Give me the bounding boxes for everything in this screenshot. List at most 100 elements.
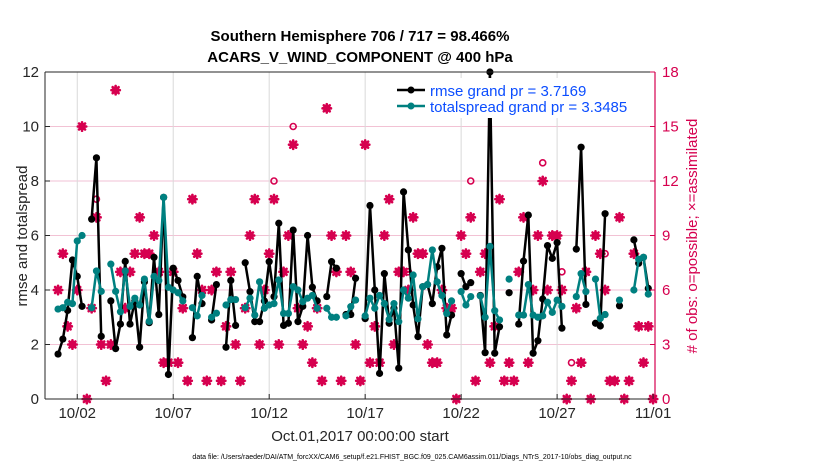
obs-assimilated-marker <box>66 339 78 350</box>
obs-assimilated-marker <box>378 230 390 241</box>
spread-point <box>366 294 374 302</box>
spread-point <box>160 193 168 201</box>
data-file-footer: data file: /Users/raeder/DAI/ATM_forcXX/… <box>192 454 632 461</box>
legend-box <box>392 78 654 118</box>
x-tick-label: 10/07 <box>154 405 192 422</box>
obs-assimilated-marker <box>637 357 649 369</box>
spread-point <box>462 301 470 309</box>
rmse-point <box>457 270 465 278</box>
spread-point <box>284 309 292 318</box>
obs-assimilated-marker <box>359 139 371 151</box>
rmse-point <box>558 324 566 332</box>
rmse-point <box>534 337 542 345</box>
spread-point <box>519 311 528 319</box>
obs-assimilated-marker <box>354 375 366 387</box>
rmse-point <box>443 331 451 339</box>
spread-point <box>404 294 412 302</box>
obs-assimilated-marker <box>302 320 314 332</box>
spread-point <box>270 300 278 308</box>
obs-assimilated-marker <box>383 193 395 205</box>
obs-assimilated-marker <box>422 339 434 350</box>
obs-assimilated-marker <box>210 266 222 278</box>
obs-assimilated-marker <box>95 339 107 350</box>
obs-assimilated-marker <box>369 320 381 332</box>
obs-assimilated-marker <box>431 357 443 369</box>
spread-point <box>481 313 489 321</box>
obs-assimilated-marker <box>76 121 88 132</box>
spread-point <box>491 307 499 315</box>
rmse-point <box>68 256 77 264</box>
spread-point <box>275 276 283 284</box>
obs-possible-marker <box>538 159 547 167</box>
obs-assimilated-marker <box>220 320 232 332</box>
obs-assimilated-marker <box>474 266 486 278</box>
obs-assimilated-marker <box>225 266 237 278</box>
obs-assimilated-marker <box>537 175 549 187</box>
x-tick-label: 11/01 <box>635 405 671 422</box>
spread-point <box>131 294 139 302</box>
rmse-point <box>323 292 331 301</box>
rmse-point <box>97 332 105 340</box>
rmse-point <box>59 335 67 343</box>
spread-point <box>241 304 249 312</box>
spread-point <box>198 291 206 300</box>
spread-point <box>136 301 144 309</box>
chart-title-line-1: Southern Hemisphere 706 / 717 = 98.466% <box>211 28 510 45</box>
y-tick-label: 8 <box>31 173 39 190</box>
obs-assimilated-marker <box>172 357 184 369</box>
spread-point <box>246 294 254 302</box>
rmse-point <box>126 320 134 328</box>
rmse-point <box>399 188 408 196</box>
obs-assimilated-marker <box>287 139 299 151</box>
rmse-point <box>519 257 528 265</box>
rmse-point <box>366 201 374 210</box>
y-right-tick-label: 15 <box>662 119 679 136</box>
obs-possible-marker <box>567 358 576 367</box>
legend-rmse-marker <box>407 86 415 94</box>
spread-point <box>371 304 379 312</box>
obs-assimilated-marker <box>613 211 625 223</box>
spread-point <box>596 314 604 322</box>
obs-assimilated-marker <box>230 339 242 350</box>
obs-assimilated-marker <box>306 357 318 369</box>
legend-spread-marker <box>407 102 415 110</box>
x-axis-label: Oct.01,2017 00:00:00 start <box>271 428 449 445</box>
spread-point <box>208 313 216 321</box>
obs-assimilated-marker <box>518 211 530 223</box>
spread-point <box>380 300 388 308</box>
rmse-point <box>227 276 235 285</box>
spread-point <box>179 297 187 305</box>
rmse-point <box>601 210 609 218</box>
spread-point <box>347 303 355 311</box>
y-axis-label: rmse and totalspread <box>14 166 31 307</box>
obs-assimilated-marker <box>335 375 347 387</box>
rmse-point <box>265 258 273 266</box>
spread-point <box>390 300 398 308</box>
rmse-point <box>222 343 230 351</box>
x-tick-label: 10/27 <box>538 405 576 422</box>
axes: 0 2 4 6 8 10 12 0 3 6 9 12 15 18 10/02 10/07 10/12 10/17 1… <box>22 64 678 422</box>
obs-assimilated-marker <box>623 375 635 387</box>
obs-assimilated-marker <box>244 230 256 241</box>
obs-assimilated-marker <box>282 230 294 241</box>
spread-point <box>88 304 96 312</box>
rmse-point <box>462 283 470 291</box>
rmse-point <box>255 318 264 326</box>
spread-point <box>572 292 580 301</box>
y-right-tick-label: 6 <box>662 282 670 299</box>
spread-point <box>457 288 465 296</box>
y-tick-label: 6 <box>31 228 39 245</box>
spread-point <box>342 312 350 320</box>
rmse-point <box>246 288 254 296</box>
rmse-point <box>275 219 283 227</box>
spread-point <box>68 300 77 308</box>
y-tick-label: 0 <box>31 391 39 408</box>
rmse-point <box>193 272 201 280</box>
spread-point <box>639 253 648 261</box>
x-tick-label: 10/17 <box>346 405 384 422</box>
rmse-point <box>467 279 475 287</box>
obs-assimilated-marker <box>513 266 525 278</box>
obs-assimilated-marker <box>273 339 285 350</box>
rmse-point <box>121 257 129 265</box>
obs-assimilated-marker <box>297 339 309 350</box>
